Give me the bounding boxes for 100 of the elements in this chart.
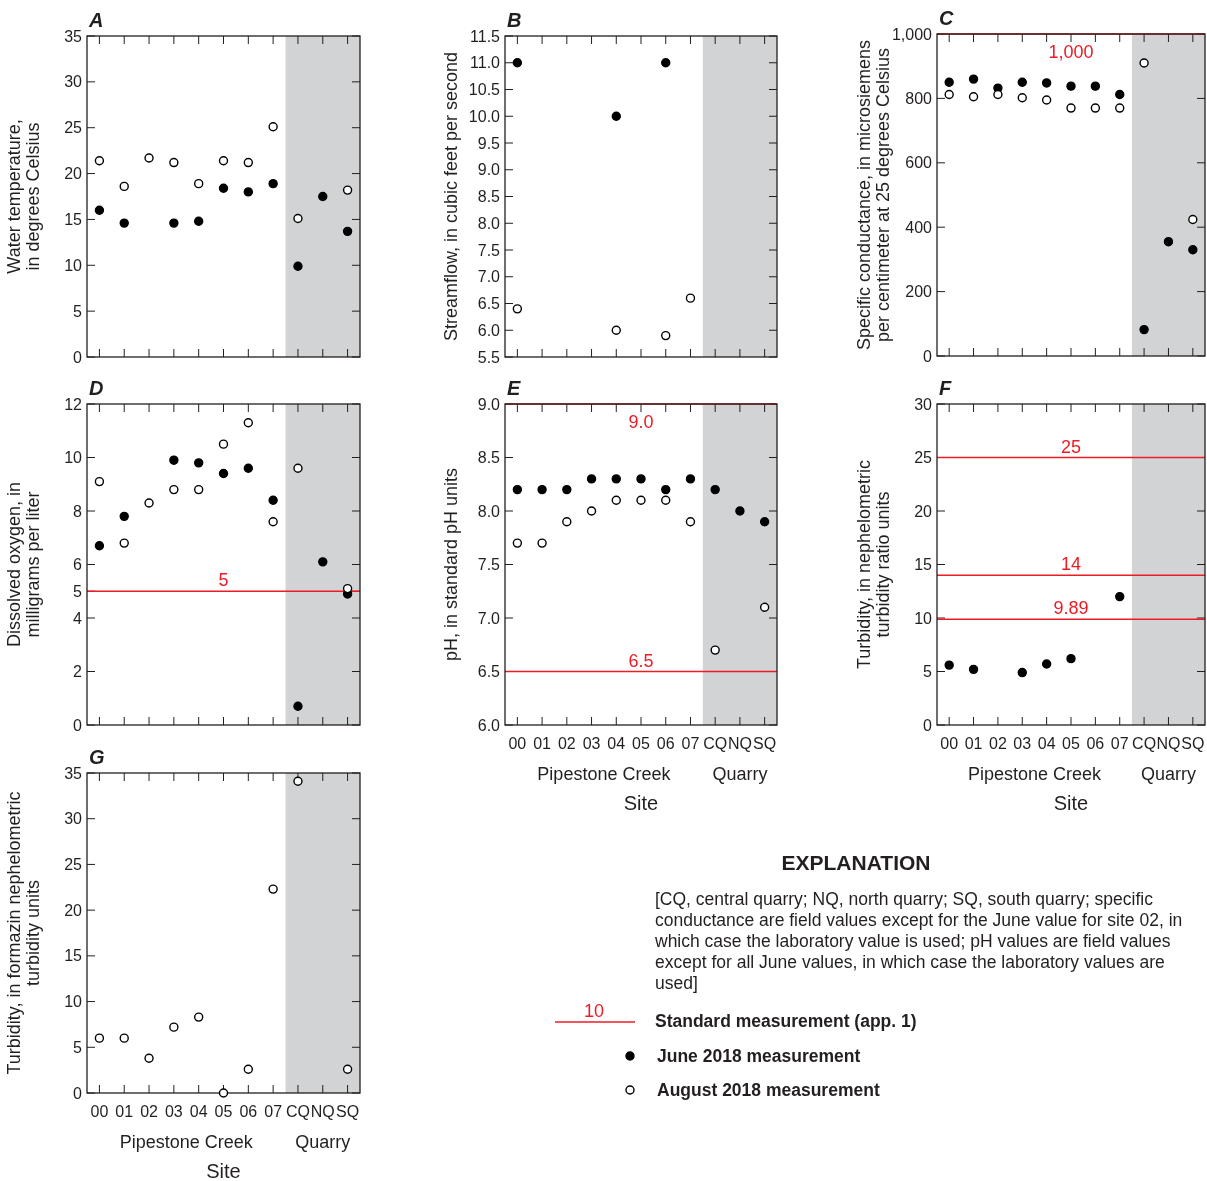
y-tick-label: 6.0 bbox=[477, 321, 501, 339]
x-tick-label: 05 bbox=[214, 1103, 233, 1120]
point bbox=[1017, 667, 1027, 678]
y-tick-label: 6.0 bbox=[477, 716, 501, 734]
point bbox=[268, 178, 278, 189]
y-axis-title: Dissolved oxygen, in milligrams per liter bbox=[4, 481, 43, 648]
point bbox=[119, 538, 129, 548]
y-axis-title: Water temperature, in degrees Celsius bbox=[4, 119, 43, 274]
point bbox=[169, 1022, 179, 1032]
y-tick-label: 4 bbox=[73, 609, 83, 627]
point bbox=[169, 455, 179, 465]
y-tick-label: 7.0 bbox=[477, 268, 501, 286]
y-tick-label: 0 bbox=[923, 716, 933, 734]
text: EXPLANATION bbox=[781, 851, 931, 874]
point bbox=[268, 122, 278, 132]
point bbox=[1041, 78, 1052, 88]
point bbox=[119, 181, 129, 192]
y-tick-label: 2 bbox=[73, 663, 83, 681]
chart-title: C bbox=[939, 7, 954, 29]
y-tick-label: 5 bbox=[73, 302, 83, 320]
y-tick-label: 5 bbox=[73, 1038, 83, 1056]
y-tick-label: 600 bbox=[905, 154, 933, 172]
y-tick-label: 0 bbox=[923, 347, 933, 365]
text: Standard measurement (app. 1) bbox=[655, 1011, 917, 1031]
point bbox=[1188, 214, 1198, 225]
legend-label: August 2018 measurement bbox=[657, 1080, 880, 1101]
point bbox=[1139, 324, 1149, 335]
legend-label: June 2018 measurement bbox=[657, 1046, 861, 1067]
point bbox=[685, 293, 696, 303]
y-tick-label: 30 bbox=[64, 73, 83, 91]
point bbox=[1041, 659, 1052, 669]
point bbox=[586, 506, 597, 516]
x-tick-label: 07 bbox=[681, 735, 700, 752]
point bbox=[1090, 81, 1101, 91]
text: 10 bbox=[583, 1001, 605, 1021]
point bbox=[512, 538, 523, 548]
point bbox=[968, 664, 979, 675]
point bbox=[144, 1053, 154, 1063]
point bbox=[293, 463, 303, 473]
x-tick-label: 01 bbox=[115, 1103, 134, 1120]
point bbox=[1066, 653, 1076, 664]
y-tick-label: 10 bbox=[64, 449, 83, 467]
y-tick-label: 0 bbox=[73, 716, 83, 734]
point bbox=[1115, 103, 1125, 113]
point bbox=[1017, 93, 1027, 103]
ref-line-label: 1,000 bbox=[1048, 42, 1094, 62]
y-tick-label: 25 bbox=[64, 856, 83, 874]
point bbox=[342, 185, 353, 195]
y-tick-label: 5.5 bbox=[477, 348, 501, 366]
x-tick-label: NQ bbox=[727, 735, 752, 752]
point bbox=[193, 458, 204, 468]
y-tick-label: 35 bbox=[64, 27, 83, 45]
point bbox=[169, 157, 179, 168]
text: Pipestone Creek bbox=[537, 764, 672, 784]
y-axis-title: Turbidity, in formazin nephelometric turbidity units bbox=[4, 791, 43, 1075]
point bbox=[193, 178, 204, 189]
y-tick-label: 10.5 bbox=[468, 81, 501, 99]
y-tick-label: 30 bbox=[64, 810, 83, 828]
chart-title: A bbox=[88, 9, 104, 31]
y-tick-label: 20 bbox=[914, 502, 933, 520]
y-tick-label: 15 bbox=[64, 211, 83, 229]
y-tick-label: 25 bbox=[914, 449, 933, 467]
y-tick-label: 11.5 bbox=[470, 27, 501, 45]
text: Quarry bbox=[295, 1132, 351, 1152]
point bbox=[735, 506, 745, 516]
point bbox=[218, 1088, 229, 1098]
text: Pipestone Creek bbox=[119, 1132, 254, 1152]
point bbox=[293, 701, 303, 711]
x-tick-label: 02 bbox=[140, 1103, 159, 1120]
point bbox=[1188, 245, 1198, 255]
y-tick-label: 5 bbox=[923, 663, 933, 681]
x-tick-label: SQ bbox=[1181, 735, 1205, 752]
point bbox=[1017, 77, 1027, 87]
y-tick-label: 8.0 bbox=[477, 502, 501, 520]
x-tick-label: NQ bbox=[310, 1103, 335, 1120]
y-tick-label: 1,000 bbox=[891, 25, 933, 43]
x-tick-label: 04 bbox=[1037, 735, 1056, 752]
point bbox=[968, 74, 979, 84]
point bbox=[119, 511, 129, 522]
y-axis-title: Turbidity, in nephelometric turbidity ratio units bbox=[854, 459, 893, 670]
y-tick-label: 800 bbox=[905, 90, 933, 107]
x-tick-label: 03 bbox=[582, 735, 601, 752]
x-tick-label: 05 bbox=[1062, 735, 1080, 752]
x-tick-label: 06 bbox=[656, 735, 675, 752]
point bbox=[1115, 591, 1125, 602]
point bbox=[944, 660, 954, 670]
point bbox=[243, 418, 254, 428]
point bbox=[636, 495, 646, 505]
x-tick-label: 07 bbox=[264, 1103, 283, 1120]
y-tick-label: 8.0 bbox=[477, 214, 501, 232]
point bbox=[1163, 236, 1174, 247]
y-tick-label: 0 bbox=[73, 1084, 83, 1102]
y-tick-label: 7.0 bbox=[477, 609, 501, 627]
x-tick-label: 04 bbox=[189, 1103, 208, 1120]
x-tick-label: 01 bbox=[533, 735, 552, 752]
point bbox=[193, 1012, 204, 1022]
point bbox=[537, 538, 547, 548]
y-tick-label: 20 bbox=[64, 165, 83, 183]
text: Pipestone Creek bbox=[967, 764, 1102, 784]
x-tick-label: 06 bbox=[239, 1103, 258, 1120]
